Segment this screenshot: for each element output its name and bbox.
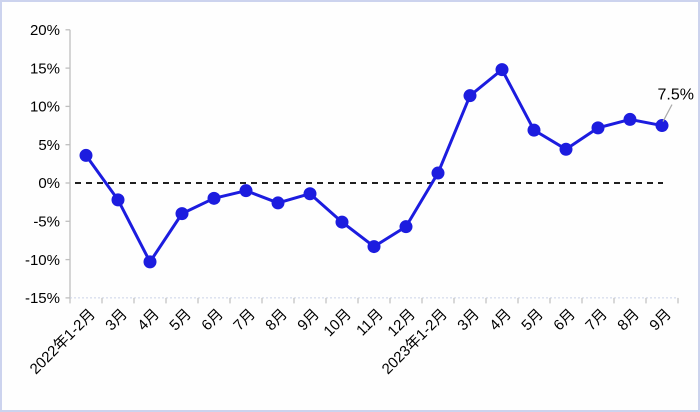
data-point <box>623 112 637 126</box>
data-point <box>79 148 93 162</box>
data-point <box>527 123 541 137</box>
data-point <box>111 193 125 207</box>
x-tick-label: 3月 <box>454 306 483 335</box>
annotation-leader-line <box>662 104 673 122</box>
annotation-label: 7.5% <box>658 87 694 104</box>
x-tick-label: 8月 <box>262 306 291 335</box>
y-tick-label: 5% <box>38 137 60 154</box>
data-point <box>207 191 221 205</box>
data-point <box>399 220 413 234</box>
data-point <box>175 207 189 221</box>
y-tick-label: 15% <box>30 60 60 77</box>
x-tick-label: 5月 <box>166 306 195 335</box>
data-point <box>559 142 573 156</box>
x-tick-label: 7月 <box>582 306 611 335</box>
x-tick-label: 6月 <box>550 306 579 335</box>
data-point <box>367 240 381 254</box>
x-tick-label: 10月 <box>320 306 354 340</box>
y-tick-label: 10% <box>30 99 60 116</box>
x-tick-label: 5月 <box>518 306 547 335</box>
x-tick-label: 9月 <box>646 306 675 335</box>
y-tick-label: -15% <box>25 290 60 307</box>
x-tick-label: 4月 <box>486 306 515 335</box>
data-point <box>271 196 285 210</box>
data-point <box>239 184 253 198</box>
y-tick-label: 20% <box>30 22 60 39</box>
data-point <box>463 89 477 103</box>
x-tick-label: 4月 <box>134 306 163 335</box>
x-tick-label: 6月 <box>198 306 227 335</box>
x-tick-label: 11月 <box>353 306 387 340</box>
data-point <box>495 63 509 77</box>
y-tick-label: -10% <box>25 252 60 269</box>
x-tick-label: 3月 <box>102 306 131 335</box>
data-point <box>655 119 669 133</box>
data-line <box>84 68 664 264</box>
data-point <box>335 215 349 229</box>
x-tick-label: 9月 <box>294 306 323 335</box>
x-tick-label: 7月 <box>230 306 259 335</box>
y-tick-label: -5% <box>33 214 60 231</box>
data-point <box>591 121 605 135</box>
data-point <box>303 187 317 201</box>
data-point <box>431 166 445 180</box>
x-tick-label: 8月 <box>614 306 643 335</box>
y-tick-label: 0% <box>38 175 60 192</box>
data-point <box>143 255 157 269</box>
x-tick-label: 2022年1-2月 <box>27 306 99 378</box>
